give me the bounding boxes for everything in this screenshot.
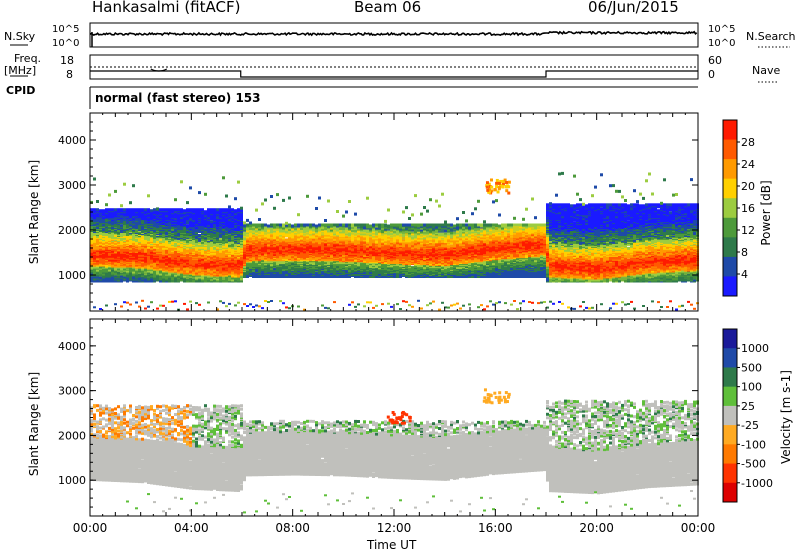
power-colorbar-segment [723, 256, 737, 277]
velocity-ytick-label: 4000 [58, 340, 86, 353]
time-tick-label: 00:00 [681, 521, 716, 535]
power-colorbar-segment [723, 120, 737, 141]
power-colorbar-tick-label: 8 [741, 246, 748, 259]
power-colorbar-tick-label: 12 [741, 224, 755, 237]
power-colorbar-tick-label: 4 [741, 268, 748, 281]
freq-unit: [MHz] [4, 64, 36, 77]
velocity-colorbar-segment [723, 329, 737, 349]
freq-tick-high: 18 [60, 54, 74, 67]
velocity-colorbar-tick-label: -25 [741, 419, 759, 432]
velocity-colorbar-segment [723, 425, 737, 445]
velocity-colorbar-tick-label: 100 [741, 381, 762, 394]
nsearch-label: N.Search [746, 30, 796, 43]
power-ytick-label: 4000 [58, 134, 86, 147]
power-colorbar-segment [723, 198, 737, 219]
freq-label: Freq. [14, 52, 41, 65]
power-colorbar-tick-label: 24 [741, 158, 755, 171]
power-ytick-label: 1000 [58, 269, 86, 282]
nsky-panel [89, 22, 699, 48]
time-tick-label: 04:00 [174, 521, 209, 535]
power-colorbar-tick-label: 16 [741, 202, 755, 215]
nsearch-tick-low: 10^0 [708, 38, 735, 49]
power-ytick-label: 3000 [58, 179, 86, 192]
velocity-colorbar-tick-label: 500 [741, 361, 762, 374]
velocity-colorbar-frame [722, 328, 738, 503]
nave-label: Nave [752, 64, 780, 77]
power-colorbar-segment [723, 178, 737, 199]
velocity-ytick-label: 2000 [58, 429, 86, 442]
velocity-colorbar-tick-label: -100 [741, 438, 766, 451]
nave-tick-low: 0 [708, 68, 715, 81]
velocity-colorbar-tick-label: 25 [741, 400, 755, 413]
velocity-colorbar-segment [723, 367, 737, 388]
velocity-pixels [90, 388, 699, 514]
power-colorbar-segment [723, 217, 737, 238]
time-tick-label: 00:00 [73, 521, 108, 535]
velocity-colorbar-tick-label: -500 [741, 458, 766, 471]
freq-dip [150, 68, 168, 72]
beam-title: Beam 06 [354, 0, 421, 16]
velocity-ytick-label: 3000 [58, 385, 86, 398]
power-ytick-label: 2000 [58, 224, 86, 237]
time-axis-label: Time UT [367, 538, 416, 552]
velocity-colorbar-segment [723, 405, 737, 426]
time-tick-label: 16:00 [478, 521, 513, 535]
velocity-colorbar-tick-label: 1000 [741, 342, 769, 355]
time-tick-label: 08:00 [275, 521, 310, 535]
nsky-tick-low: 10^0 [52, 38, 79, 49]
date-title: 06/Jun/2015 [588, 0, 679, 16]
station-title: Hankasalmi (fitACF) [92, 0, 240, 16]
velocity-colorbar-segment [723, 386, 737, 407]
velocity-colorbar-segment [723, 463, 737, 484]
velocity-colorbar-segment [723, 482, 737, 503]
nsky-tick-high: 10^5 [52, 24, 79, 35]
freq-line [90, 70, 698, 78]
time-tick-label: 20:00 [579, 521, 614, 535]
velocity-colorbar-tick-label: -1000 [741, 477, 773, 490]
freq-tick-low: 8 [66, 68, 73, 81]
nsky-line [89, 30, 698, 37]
cpid-label: CPID [6, 84, 35, 97]
power-colorbar-tick-label: 20 [741, 180, 755, 193]
time-tick-label: 12:00 [377, 521, 412, 535]
velocity-ytick-label: 1000 [58, 474, 86, 487]
nave-tick-high: 60 [708, 54, 722, 67]
nsearch-tick-high: 10^5 [708, 24, 735, 35]
power-colorbar-segment [723, 139, 737, 160]
power-colorbar-segment [723, 159, 737, 180]
velocity-colorbar-segment [723, 348, 737, 368]
power-colorbar-tick-label: 28 [741, 136, 755, 149]
power-pixels [90, 171, 699, 311]
nsky-label: N.Sky [4, 30, 35, 43]
power-colorbar-segment [723, 276, 737, 297]
cpid-text: normal (fast stereo) 153 [95, 91, 261, 105]
power-colorbar-segment [723, 237, 737, 258]
velocity-colorbar-segment [723, 444, 737, 465]
